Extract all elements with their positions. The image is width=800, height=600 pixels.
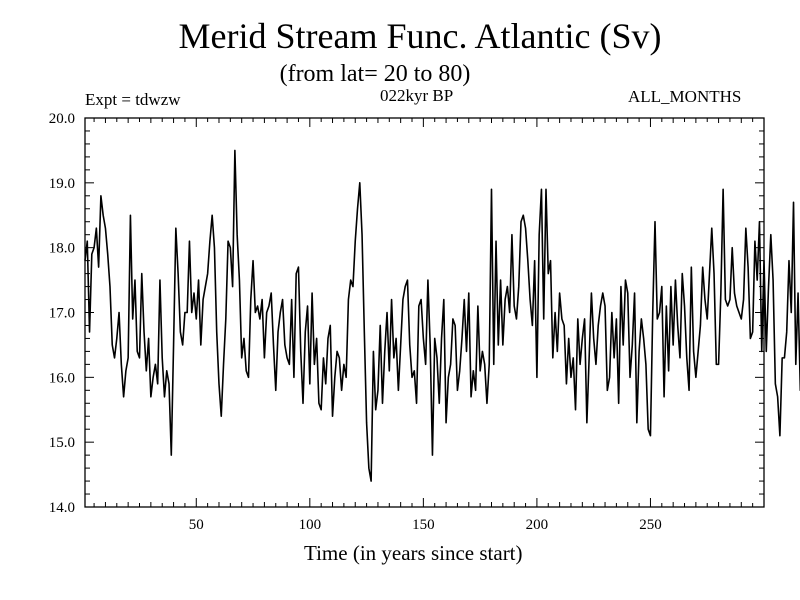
y-tick-label: 20.0	[49, 111, 75, 127]
y-tick-label: 15.0	[49, 435, 75, 451]
y-tick-label: 16.0	[49, 370, 75, 386]
y-tick-label: 17.0	[49, 306, 75, 322]
x-tick-label: 150	[412, 517, 435, 533]
x-tick-label: 250	[639, 517, 662, 533]
y-tick-label: 18.0	[49, 241, 75, 257]
months-label: ALL_MONTHS	[628, 87, 742, 106]
y-tick-label: 19.0	[49, 176, 75, 192]
period-label: 022kyr BP	[380, 86, 454, 105]
series-line	[84, 149, 800, 482]
x-axis-label: Time (in years since start)	[304, 541, 523, 565]
chart-title: Merid Stream Func. Atlantic (Sv)	[178, 16, 662, 56]
experiment-label: Expt = tdwzw	[85, 90, 181, 109]
x-tick-label: 200	[526, 517, 549, 533]
chart-subtitle: (from lat= 20 to 80)	[279, 61, 471, 87]
x-tick-label: 50	[189, 517, 204, 533]
y-tick-label: 14.0	[49, 500, 75, 516]
x-tick-label: 100	[299, 517, 322, 533]
